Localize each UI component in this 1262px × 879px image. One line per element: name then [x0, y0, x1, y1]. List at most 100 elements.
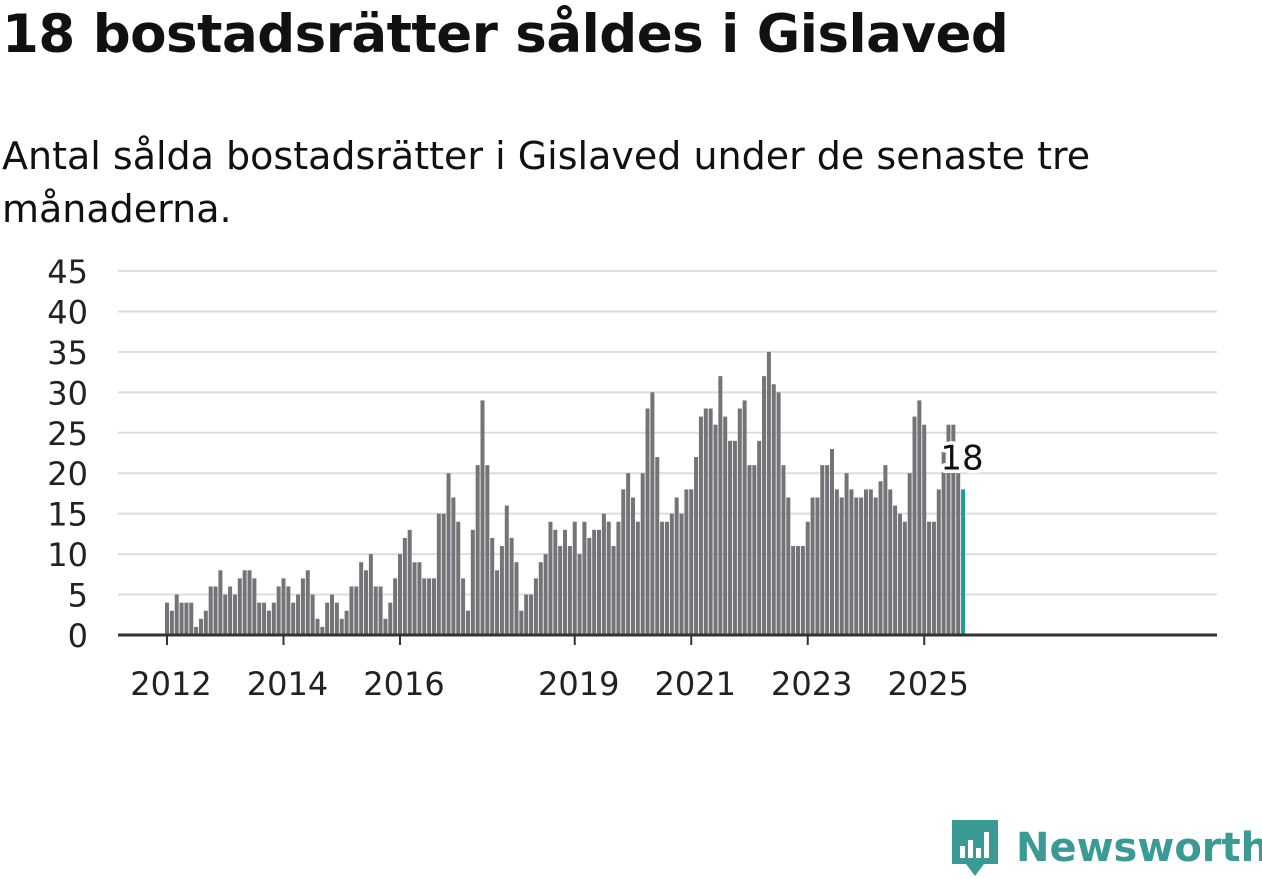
bar	[504, 505, 509, 635]
bar	[708, 408, 713, 635]
bar	[446, 473, 451, 635]
bar-highlight	[961, 489, 966, 635]
bar	[630, 497, 635, 635]
bar	[815, 497, 820, 635]
bar	[664, 521, 669, 635]
y-tick-label: 5	[68, 577, 88, 615]
bar	[431, 578, 436, 635]
y-tick-label: 45	[47, 253, 88, 291]
bar	[417, 562, 422, 635]
bar	[349, 586, 354, 635]
bar	[713, 424, 718, 635]
bar	[427, 578, 432, 635]
bar	[587, 537, 592, 635]
bar	[296, 594, 301, 635]
bar	[786, 497, 791, 635]
bar	[689, 489, 694, 635]
bar	[883, 465, 888, 635]
bar	[951, 424, 956, 635]
bar	[800, 546, 805, 635]
bar	[640, 473, 645, 635]
x-tick-label: 2019	[538, 665, 619, 703]
bar	[451, 497, 456, 635]
bar	[509, 537, 514, 635]
bar	[232, 594, 237, 635]
bar	[902, 521, 907, 635]
bar	[810, 497, 815, 635]
bar	[868, 489, 873, 635]
bar	[873, 497, 878, 635]
bar	[650, 392, 655, 635]
bar	[698, 416, 703, 635]
bar	[601, 513, 606, 635]
bar	[412, 562, 417, 635]
bar	[519, 610, 524, 635]
bar	[567, 546, 572, 635]
bar	[189, 602, 194, 635]
bar	[897, 513, 902, 635]
bar	[927, 521, 932, 635]
bar	[179, 602, 184, 635]
bar	[393, 578, 398, 635]
bar	[563, 529, 568, 635]
bar	[796, 546, 801, 635]
bar	[538, 562, 543, 635]
bar	[325, 602, 330, 635]
bar	[606, 521, 611, 635]
bar	[553, 529, 558, 635]
last-value-label: 18	[940, 438, 983, 478]
y-tick-label: 15	[47, 496, 88, 534]
bar	[213, 586, 218, 635]
bar	[917, 400, 922, 635]
bar	[310, 594, 315, 635]
bar	[645, 408, 650, 635]
bar	[655, 457, 660, 635]
bar	[300, 578, 305, 635]
bar	[679, 513, 684, 635]
bar	[524, 594, 529, 635]
bar	[305, 570, 310, 635]
bar	[669, 513, 674, 635]
bar	[320, 626, 325, 635]
bar	[611, 546, 616, 635]
bar	[907, 473, 912, 635]
bar	[912, 416, 917, 635]
bar	[499, 546, 504, 635]
bar	[844, 473, 849, 635]
bar	[480, 400, 485, 635]
bar	[548, 521, 553, 635]
bar	[194, 626, 199, 635]
bar	[169, 610, 174, 635]
bar	[592, 529, 597, 635]
bar	[757, 440, 762, 635]
bar	[373, 586, 378, 635]
bar	[747, 465, 752, 635]
bar	[223, 594, 228, 635]
bar	[485, 465, 490, 635]
bar	[577, 554, 582, 635]
x-tick-label: 2023	[771, 665, 852, 703]
bar	[242, 570, 247, 635]
bar	[766, 351, 771, 635]
bar	[271, 602, 276, 635]
x-tick-label: 2012	[130, 665, 211, 703]
bar	[694, 457, 699, 635]
bar	[495, 570, 500, 635]
bar	[359, 562, 364, 635]
bar	[582, 521, 587, 635]
bar	[402, 537, 407, 635]
bar	[728, 440, 733, 635]
bar	[339, 618, 344, 635]
y-tick-label: 25	[47, 415, 88, 453]
bar	[174, 594, 179, 635]
bar	[863, 489, 868, 635]
bar	[781, 465, 786, 635]
bar	[878, 481, 883, 635]
bar	[771, 384, 776, 635]
y-tick-label: 35	[47, 334, 88, 372]
bar	[465, 610, 470, 635]
bar	[330, 594, 335, 635]
brand-name: Newsworthy	[1016, 825, 1262, 871]
bar	[834, 489, 839, 635]
